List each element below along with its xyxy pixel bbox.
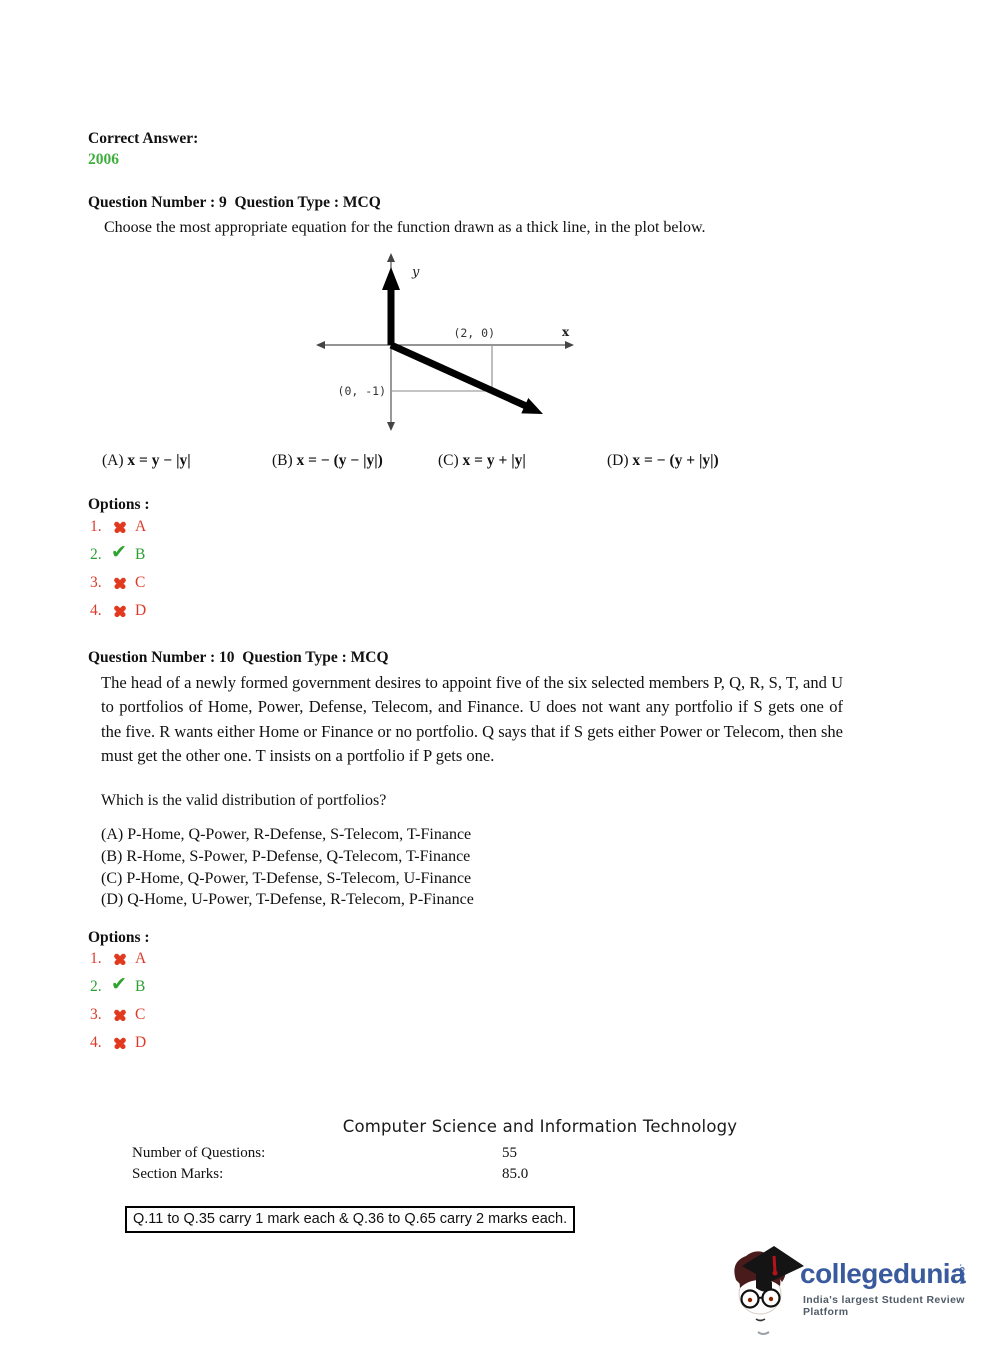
y-axis-label: y (411, 265, 420, 280)
option-number: 3. (90, 1006, 102, 1023)
question-10-question: Which is the valid distribution of portf… (101, 792, 387, 809)
option-letter: C (135, 574, 146, 591)
option-letter: A (135, 950, 147, 967)
cross-icon (113, 604, 127, 618)
correct-answer-value: 2006 (88, 151, 119, 168)
collegedunia-logo[interactable]: collegedunia .com India's largest Studen… (722, 1242, 982, 1342)
option-letter: B (135, 978, 146, 995)
option-number: 3. (90, 574, 102, 591)
cross-icon (113, 952, 127, 966)
option-letter: D (135, 1034, 147, 1051)
q10-choice-c: (C) P-Home, Q-Power, T-Defense, S-Teleco… (101, 869, 472, 887)
x-axis-right-arrow (565, 341, 574, 349)
point-label-2-0: (2, 0) (453, 326, 495, 340)
option-number: 1. (90, 518, 102, 535)
q9-option-3-row: 3. C (90, 574, 145, 592)
cross-icon (113, 1036, 127, 1050)
num-questions-value: 55 (502, 1145, 517, 1161)
x-axis-left-arrow (316, 341, 325, 349)
choice-key: (A) (102, 452, 124, 469)
brand-tagline: India's largest Student Review Platform (803, 1294, 965, 1318)
correct-answer-label: Correct Answer: (88, 130, 199, 147)
question-9-prompt: Choose the most appropriate equation for… (104, 219, 706, 236)
q9-choice-c: (C) x = y + |y| (438, 452, 526, 470)
thick-line-up-arrow (382, 267, 400, 290)
function-plot: y x (2, 0) (0, -1) (300, 250, 620, 434)
y-axis-top-arrow (387, 253, 395, 262)
choice-formula: x = y + |y| (462, 452, 526, 469)
q9-option-2-row: 2. B (90, 541, 146, 564)
q9-option-1-row: 1. A (90, 518, 146, 536)
question-10-header: Question Number : 10 Question Type : MCQ (88, 649, 389, 666)
point-label-0-minus1: (0, -1) (338, 384, 386, 398)
option-letter: B (135, 546, 146, 563)
choice-key: (D) (607, 452, 629, 469)
q9-choice-a: (A) x = y − |y| (102, 452, 191, 470)
q9-choice-d: (D) x = − (y + |y|) (607, 452, 719, 470)
q9-options-label: Options : (88, 496, 150, 513)
q9-choice-b: (B) x = − (y − |y|) (272, 452, 383, 470)
question-10-paragraph: The head of a newly formed government de… (101, 673, 843, 766)
check-icon (111, 541, 127, 563)
marks-note-box: Q.11 to Q.35 carry 1 mark each & Q.36 to… (125, 1206, 576, 1233)
y-axis-bottom-arrow (387, 422, 395, 431)
q10-option-2-row: 2. B (90, 973, 146, 996)
choice-formula: x = y − |y| (127, 452, 191, 469)
cross-icon (113, 576, 127, 590)
choice-formula: x = − (y + |y|) (632, 452, 719, 469)
q10-option-4-row: 4. D (90, 1034, 146, 1052)
brand-wordmark: collegedunia (800, 1258, 966, 1289)
option-letter: C (135, 1006, 146, 1023)
option-number: 4. (90, 602, 102, 619)
option-number: 2. (90, 546, 102, 563)
option-letter: A (135, 518, 147, 535)
choice-key: (B) (272, 452, 293, 469)
q10-choice-d: (D) Q-Home, U-Power, T-Defense, R-Teleco… (101, 891, 474, 909)
x-axis-label: x (562, 325, 570, 339)
option-number: 1. (90, 950, 102, 967)
brand-suffix: .com (958, 1264, 967, 1285)
section-marks-value: 85.0 (502, 1166, 529, 1182)
option-number: 2. (90, 978, 102, 995)
q10-choice-b: (B) R-Home, S-Power, P-Defense, Q-Teleco… (101, 847, 471, 865)
cross-icon (113, 520, 127, 534)
num-questions-label: Number of Questions: (132, 1145, 266, 1161)
thick-line-diagonal (389, 341, 528, 410)
cross-icon (113, 1008, 127, 1022)
choice-key: (C) (438, 452, 459, 469)
choice-formula: x = − (y − |y|) (296, 452, 383, 469)
q10-choice-a: (A) P-Home, Q-Power, R-Defense, S-Teleco… (101, 826, 472, 843)
plot-canvas: y x (2, 0) (0, -1) (316, 253, 574, 431)
check-icon (111, 973, 127, 995)
q10-option-3-row: 3. C (90, 1006, 145, 1024)
q10-options-label: Options : (88, 929, 150, 946)
mascot-icon (734, 1246, 804, 1335)
question-9-header: Question Number : 9 Question Type : MCQ (88, 194, 381, 211)
thick-line-down-arrow (521, 398, 543, 414)
section-marks-label: Section Marks: (132, 1166, 224, 1182)
section-title: Computer Science and Information Technol… (342, 1117, 738, 1136)
q10-option-1-row: 1. A (90, 950, 146, 968)
option-number: 4. (90, 1034, 102, 1051)
q9-option-4-row: 4. D (90, 602, 146, 620)
q10-choices: (A) P-Home, Q-Power, R-Defense, S-Teleco… (101, 824, 474, 911)
option-letter: D (135, 602, 147, 619)
